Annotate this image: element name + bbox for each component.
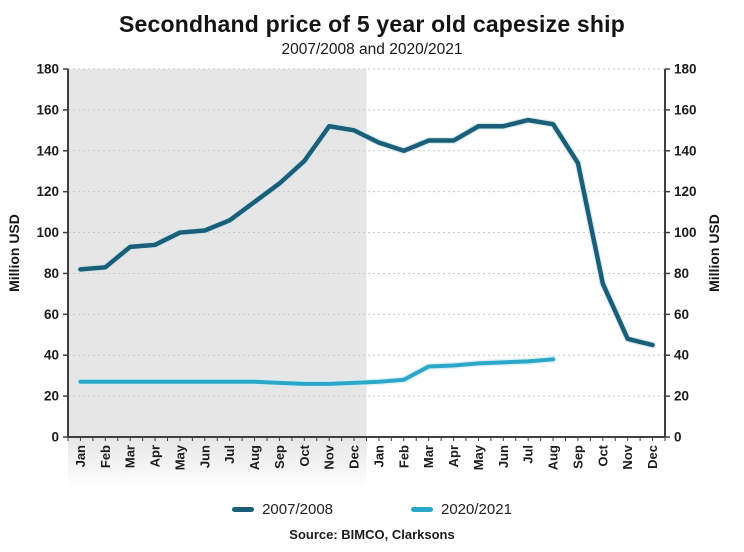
chart-legend: 2007/2008 2020/2021 (0, 498, 744, 520)
y-axis-title-left: Million USD (6, 214, 22, 292)
y-tick-label-left: 140 (36, 143, 59, 158)
y-tick-label-left: 160 (36, 102, 59, 117)
x-tick-label: Aug (546, 445, 561, 470)
y-tick-label-right: 40 (674, 348, 689, 363)
x-tick-label: Dec (645, 445, 660, 469)
y-tick-label-right: 0 (674, 430, 682, 445)
y-tick-label-right: 20 (674, 389, 689, 404)
x-tick-label: Aug (247, 445, 262, 470)
x-tick-label: Dec (347, 445, 362, 469)
x-tick-label: Jan (371, 445, 386, 467)
x-tick-label: Jun (496, 445, 511, 468)
chart-title: Secondhand price of 5 year old capesize … (118, 11, 625, 37)
x-tick-label: Nov (620, 444, 635, 469)
legend-label-2007-2008: 2007/2008 (262, 500, 333, 518)
y-axis-title-right: Million USD (706, 214, 722, 292)
x-tick-label: Feb (98, 445, 113, 468)
y-tick-label-right: 160 (674, 102, 697, 117)
y-tick-label-right: 100 (674, 225, 697, 240)
y-tick-label-left: 120 (36, 184, 59, 199)
x-tick-label: Jun (197, 445, 212, 468)
y-tick-label-right: 80 (674, 266, 689, 281)
x-tick-label: Apr (148, 445, 163, 467)
legend-marker-2020-2021 (411, 506, 433, 512)
shaded-region-fade (68, 437, 367, 489)
x-tick-label: Feb (396, 445, 411, 468)
series-line-2020-2021 (78, 357, 556, 386)
x-tick-label: Mar (421, 445, 436, 468)
x-tick-label: Sep (570, 445, 585, 469)
y-tick-label-left: 40 (44, 348, 59, 363)
x-tick-label: Jul (222, 445, 237, 464)
y-tick-label-left: 100 (36, 225, 59, 240)
legend-marker-2007-2008 (232, 506, 255, 512)
x-tick-label: Oct (595, 444, 610, 466)
x-tick-label: May (471, 444, 486, 470)
legend-label-2020-2021: 2020/2021 (441, 500, 512, 518)
x-tick-label: Apr (446, 445, 461, 467)
x-tick-label: Jan (73, 445, 88, 467)
y-tick-label-left: 80 (44, 266, 59, 281)
legend-item-2007-2008: 2007/2008 (232, 501, 333, 518)
y-tick-label-left: 60 (44, 307, 59, 322)
y-tick-label-right: 140 (674, 143, 697, 158)
chart-svg: 0 0 20 20 40 40 60 60 80 80 100 100 120 120 140 140 160 1… (6, 62, 722, 489)
y-tick-label-left: 0 (51, 430, 59, 445)
x-tick-label: Sep (272, 445, 287, 469)
y-tick-label-right: 180 (674, 62, 697, 77)
x-tick-label: Jul (521, 445, 536, 464)
x-tick-label: May (172, 444, 187, 470)
y-tick-label-right: 60 (674, 307, 689, 322)
legend-item-2020-2021: 2020/2021 (411, 501, 512, 518)
x-tick-label: Nov (322, 444, 337, 469)
y-tick-label-right: 120 (674, 184, 697, 199)
series-line-2007-2008 (78, 117, 655, 348)
source-note: Source: BIMCO, Clarksons (289, 527, 455, 542)
y-tick-label-left: 180 (36, 62, 59, 77)
x-tick-label: Mar (123, 445, 138, 468)
chart-subtitle: 2007/2008 and 2020/2021 (281, 41, 463, 58)
y-tick-label-left: 20 (44, 389, 59, 404)
x-tick-label: Oct (297, 444, 312, 466)
